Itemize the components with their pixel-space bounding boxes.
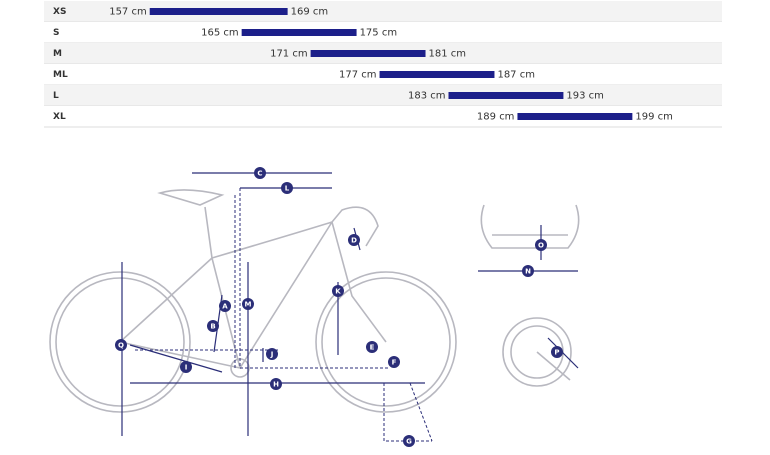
chainring	[502, 317, 572, 387]
handlebar	[480, 204, 580, 249]
tag-letter: Q	[118, 342, 124, 350]
range-bar	[448, 92, 564, 99]
tag-letter: I	[185, 364, 188, 372]
size-label: L	[53, 91, 59, 101]
min-label: 157 cm	[109, 7, 147, 18]
tag-badge	[366, 341, 378, 353]
tag-letter: K	[335, 288, 341, 296]
tag-letter: O	[538, 242, 544, 250]
tag-badge	[270, 378, 282, 390]
size-table: XS 157 cm 169 cm S 165 cm 175 cm M 171 cm 181 cm…	[44, 1, 722, 128]
range-bar	[517, 113, 633, 120]
tag-letter: J	[270, 351, 274, 359]
size-label: M	[53, 49, 62, 59]
tag-badge	[535, 239, 547, 251]
max-label: 199 cm	[635, 112, 673, 123]
range-bar	[149, 8, 288, 15]
guide-lines	[135, 188, 433, 442]
crank-arm	[536, 351, 571, 381]
bike-frame	[119, 189, 387, 370]
table-row	[44, 22, 722, 43]
tag-badge	[403, 435, 415, 447]
max-label: 193 cm	[566, 91, 604, 102]
table-row	[44, 85, 722, 106]
min-label: 165 cm	[201, 28, 239, 39]
max-label: 175 cm	[360, 28, 398, 39]
tag-badge	[522, 265, 534, 277]
tag-letter: C	[257, 170, 262, 178]
front-wheel-inner	[321, 277, 451, 407]
tag-badge	[207, 320, 219, 332]
tag-letter: E	[370, 344, 375, 352]
table-row	[44, 106, 722, 127]
tag-letter: P	[554, 349, 559, 357]
tag-letter: G	[406, 438, 412, 446]
tag-badge	[388, 356, 400, 368]
min-label: 171 cm	[270, 49, 308, 60]
dimension-lines	[121, 172, 425, 436]
tag-badge	[219, 300, 231, 312]
size-label: XL	[53, 112, 66, 122]
size-label: ML	[53, 70, 68, 80]
tag-badge	[115, 339, 127, 351]
tag-badge	[242, 298, 254, 310]
range-bar	[379, 71, 495, 78]
size-label: S	[53, 28, 59, 38]
max-label: 181 cm	[429, 49, 467, 60]
rear-wheel	[49, 271, 191, 413]
max-label: 169 cm	[291, 7, 329, 18]
table-row	[44, 1, 722, 22]
tag-badge	[348, 234, 360, 246]
tag-letter: H	[273, 381, 279, 389]
range-bar	[241, 29, 357, 36]
tag-letter: F	[392, 359, 397, 367]
front-wheel	[315, 271, 457, 413]
tag-badge	[551, 346, 563, 358]
tag-badge	[180, 361, 192, 373]
crank-dim	[547, 337, 579, 369]
max-label: 187 cm	[497, 70, 535, 81]
min-label: 189 cm	[477, 112, 515, 123]
rear-wheel-inner	[55, 277, 185, 407]
tag-letter: N	[525, 268, 531, 276]
min-label: 177 cm	[339, 70, 377, 81]
min-label: 183 cm	[408, 91, 446, 102]
size-label: XS	[53, 7, 66, 17]
tag-badge	[254, 167, 266, 179]
tag-badge	[281, 182, 293, 194]
tag-letter: D	[351, 237, 357, 245]
tag-letter: A	[222, 303, 228, 311]
tag-badge	[332, 285, 344, 297]
range-bar	[310, 50, 426, 57]
tag-letter: B	[210, 323, 215, 331]
tag-letter: M	[245, 301, 252, 309]
diagram-tags: C L D A M B K Q J E I F H G O N P	[115, 167, 563, 447]
tag-badge	[266, 348, 278, 360]
bike-diagram	[49, 172, 580, 442]
tag-letter: L	[285, 185, 290, 193]
